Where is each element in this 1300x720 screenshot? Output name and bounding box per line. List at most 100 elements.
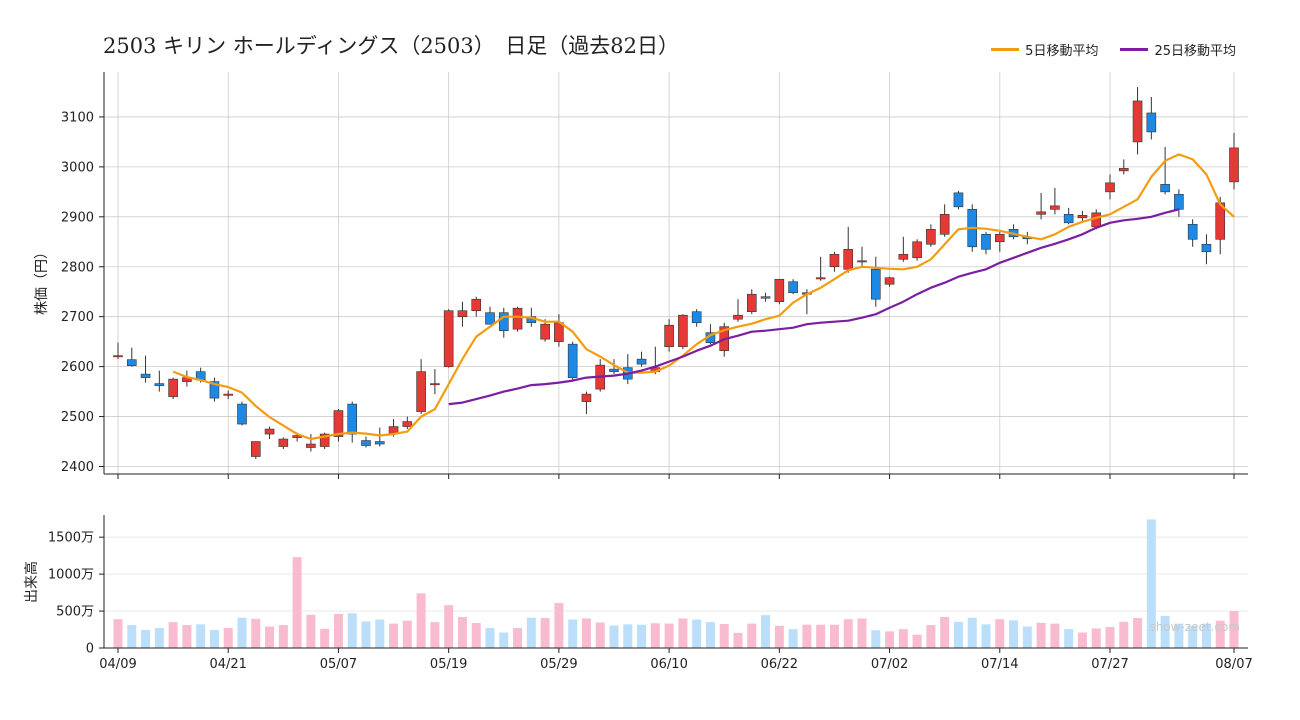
volume-bar bbox=[843, 619, 853, 648]
x-tick-label: 05/29 bbox=[540, 657, 577, 672]
volume-bar bbox=[1022, 626, 1032, 648]
candle-body bbox=[540, 323, 550, 340]
volume-bar bbox=[774, 625, 784, 648]
price-tick-label: 2400 bbox=[61, 460, 94, 475]
volume-axis-label: 出来高 bbox=[23, 561, 40, 603]
tick-labels: 2400 2500 2600 2700 2800 2900 3000 3100 04/09 04/… bbox=[48, 110, 1253, 672]
volume-bar bbox=[595, 622, 605, 648]
legend-item-ma25: 25日移動平均 bbox=[1120, 40, 1236, 59]
volume-bar bbox=[430, 622, 440, 648]
volume-bar bbox=[898, 629, 908, 648]
volume-bar bbox=[554, 602, 564, 648]
volume-bar bbox=[981, 624, 991, 648]
candle-body bbox=[1229, 147, 1239, 183]
volume-bar bbox=[995, 619, 1005, 648]
candle-body bbox=[126, 359, 137, 366]
volume-grid bbox=[104, 536, 1248, 612]
legend-label-ma5: 5日移動平均 bbox=[1025, 44, 1099, 59]
volume-bar bbox=[402, 620, 412, 648]
x-tick-label: 05/19 bbox=[430, 657, 467, 672]
candlesticks bbox=[113, 86, 1239, 460]
volume-tick-label: 0 bbox=[86, 642, 94, 657]
candle-body bbox=[416, 371, 426, 412]
candle-body bbox=[1118, 168, 1129, 172]
candle-body bbox=[1187, 224, 1198, 240]
candle-body bbox=[664, 324, 674, 347]
x-tick-label: 05/07 bbox=[320, 657, 357, 672]
volume-bar bbox=[926, 625, 936, 648]
volume-bar bbox=[444, 605, 454, 648]
axes bbox=[99, 72, 1248, 653]
moving-average-lines bbox=[172, 153, 1235, 441]
x-tick-label: 07/27 bbox=[1091, 657, 1128, 672]
volume-bar bbox=[168, 622, 178, 648]
volume-bar bbox=[1174, 623, 1184, 648]
candle-body bbox=[430, 383, 440, 386]
volume-bar bbox=[375, 619, 385, 648]
volume-bar bbox=[526, 617, 536, 648]
price-tick-label: 2600 bbox=[61, 360, 94, 375]
volume-bar bbox=[1119, 621, 1129, 648]
volume-bar bbox=[581, 618, 591, 648]
candle-body bbox=[361, 440, 371, 446]
volume-bar bbox=[719, 623, 729, 648]
x-tick-label: 04/09 bbox=[99, 657, 136, 672]
volume-bar bbox=[802, 624, 812, 648]
volume-bar bbox=[1105, 626, 1115, 648]
volume-bar bbox=[967, 617, 977, 648]
candle-body bbox=[554, 322, 564, 342]
price-axis-label: 株価（円） bbox=[34, 245, 50, 315]
candle-body bbox=[788, 281, 798, 294]
legend-label-ma25: 25日移動平均 bbox=[1154, 44, 1236, 59]
volume-bar bbox=[209, 629, 219, 648]
volume-bar bbox=[829, 624, 839, 648]
price-tick-label: 2700 bbox=[61, 310, 94, 325]
candle-body bbox=[1132, 100, 1143, 143]
candle-body bbox=[1201, 243, 1212, 253]
candle-body bbox=[154, 383, 165, 386]
volume-tick-label: 500万 bbox=[56, 605, 94, 620]
candle-body bbox=[306, 443, 316, 448]
volume-bar bbox=[416, 593, 426, 648]
volume-bar bbox=[871, 630, 881, 648]
candle-body bbox=[498, 312, 509, 331]
candle-body bbox=[733, 314, 743, 320]
candle-body bbox=[1063, 214, 1074, 224]
legend-item-ma5: 5日移動平均 bbox=[991, 40, 1098, 59]
volume-bar bbox=[1229, 611, 1239, 648]
candle-body bbox=[567, 343, 578, 378]
volume-bar bbox=[609, 625, 619, 648]
volume-bar bbox=[127, 625, 137, 648]
candle-body bbox=[1036, 211, 1046, 215]
volume-bar bbox=[485, 628, 495, 648]
price-tick-label: 2900 bbox=[61, 210, 94, 225]
volume-bar bbox=[692, 619, 702, 648]
volume-bar bbox=[664, 623, 674, 648]
candle-body bbox=[774, 278, 785, 303]
x-tick-label: 08/07 bbox=[1215, 657, 1252, 672]
volume-bar bbox=[1188, 625, 1198, 648]
candle-body bbox=[870, 268, 881, 300]
volume-bars bbox=[113, 519, 1239, 648]
candle-body bbox=[912, 241, 922, 259]
candle-body bbox=[994, 233, 1005, 243]
volume-bar bbox=[306, 614, 316, 648]
volume-bar bbox=[568, 619, 578, 648]
price-tick-label: 3100 bbox=[61, 110, 94, 125]
volume-bar bbox=[912, 634, 922, 648]
volume-tick-label: 1500万 bbox=[48, 531, 94, 546]
volume-bar bbox=[1091, 628, 1101, 648]
volume-bar bbox=[347, 613, 357, 648]
candle-body bbox=[1050, 205, 1060, 210]
volume-bar bbox=[513, 628, 523, 648]
candle-body bbox=[857, 260, 867, 263]
volume-bar bbox=[1009, 620, 1019, 648]
candle-body bbox=[250, 441, 261, 457]
volume-bar bbox=[292, 557, 302, 648]
volume-bar bbox=[650, 623, 660, 648]
volume-bar bbox=[1146, 519, 1156, 648]
volume-bar bbox=[885, 631, 895, 648]
watermark: show-zeet.com bbox=[1149, 620, 1240, 634]
ma5-line bbox=[172, 153, 1235, 441]
volume-bar bbox=[182, 625, 192, 648]
